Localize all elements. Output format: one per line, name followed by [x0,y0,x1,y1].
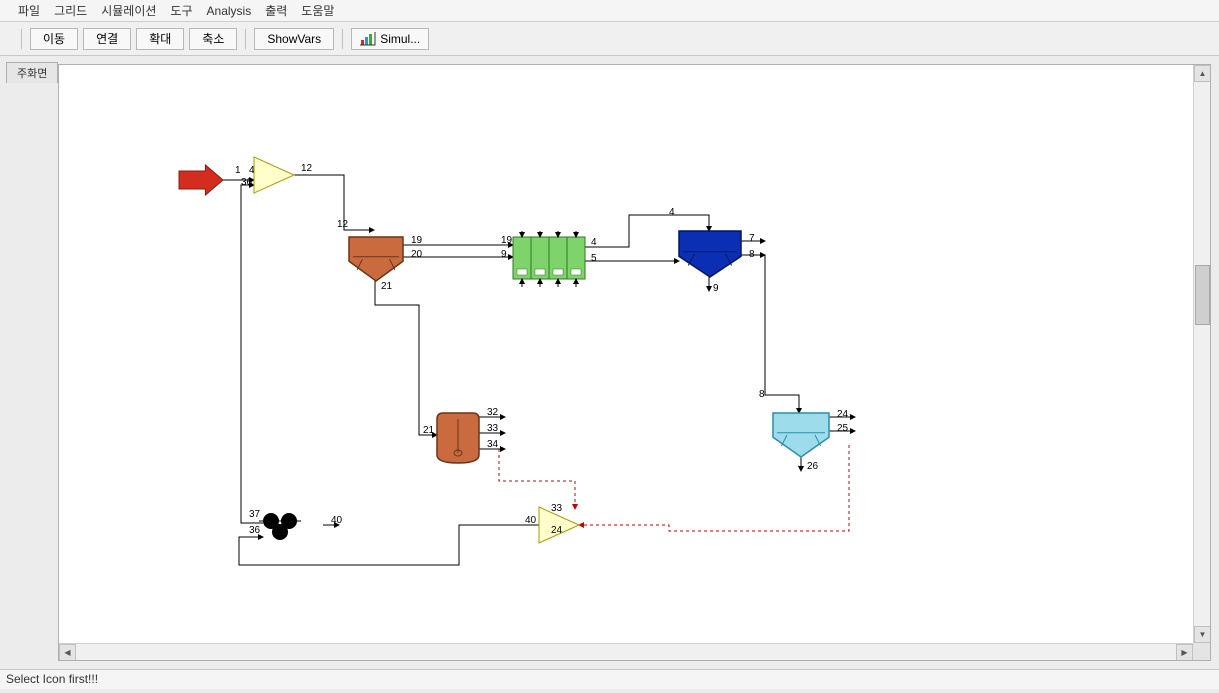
scroll-up-icon[interactable]: ▲ [1194,65,1211,82]
connect-button[interactable]: 연결 [83,28,131,50]
node-digester[interactable] [437,413,479,463]
menu-output[interactable]: 출력 [265,2,287,19]
svg-text:8: 8 [759,389,765,400]
show-vars-button[interactable]: ShowVars [254,28,334,50]
node-secondary[interactable] [773,413,829,457]
svg-text:5: 5 [591,253,597,264]
node-mixer1[interactable] [254,157,294,193]
scroll-right-icon[interactable]: ▶ [1176,644,1193,661]
toolbar-divider [245,29,246,49]
canvas-container[interactable]: 1436121219202119945478921323334824252633… [58,64,1211,661]
toolbar-divider [21,29,22,49]
svg-text:9: 9 [713,283,719,294]
status-message: Select Icon first!!! [6,672,98,686]
scroll-thumb[interactable] [1195,265,1210,325]
svg-text:9: 9 [501,249,507,260]
svg-text:40: 40 [525,515,537,526]
svg-text:21: 21 [381,281,393,292]
svg-text:36: 36 [241,177,253,188]
vertical-scrollbar[interactable]: ▲ ▼ [1193,65,1210,643]
toolbar-divider [342,29,343,49]
svg-text:1: 1 [235,165,241,176]
svg-text:12: 12 [301,163,313,174]
menu-grid[interactable]: 그리드 [54,2,87,19]
scroll-down-icon[interactable]: ▼ [1194,626,1211,643]
svg-text:24: 24 [837,409,849,420]
scroll-left-icon[interactable]: ◀ [59,644,76,661]
zoom-in-button[interactable]: 확대 [136,28,184,50]
svg-text:37: 37 [249,509,261,520]
node-aeration[interactable] [513,231,585,287]
move-button[interactable]: 이동 [30,28,78,50]
process-diagram[interactable]: 1436121219202119945478921323334824252633… [59,65,1189,645]
main-tab[interactable]: 주화면 [6,62,58,83]
simulate-label: Simul... [380,32,420,46]
menu-analysis[interactable]: Analysis [207,4,252,18]
menu-file[interactable]: 파일 [18,2,40,19]
menubar: 파일 그리드 시뮬레이션 도구 Analysis 출력 도움말 [0,0,1219,22]
svg-text:4: 4 [591,237,597,248]
svg-text:4: 4 [669,207,675,218]
zoom-out-button[interactable]: 축소 [189,28,237,50]
svg-text:20: 20 [411,249,423,260]
statusbar: Select Icon first!!! [0,669,1219,689]
svg-text:4: 4 [249,165,255,176]
menu-tools[interactable]: 도구 [170,2,192,19]
svg-text:8: 8 [749,249,755,260]
simulate-button[interactable]: Simul... [351,28,429,50]
svg-text:33: 33 [551,503,563,514]
svg-text:33: 33 [487,423,499,434]
svg-text:34: 34 [487,439,499,450]
svg-text:21: 21 [423,425,435,436]
node-input[interactable] [179,165,223,195]
scroll-corner [1193,643,1210,660]
toolbar: 이동 연결 확대 축소 ShowVars Simul... [0,22,1219,56]
menu-simulation[interactable]: 시뮬레이션 [101,2,156,19]
svg-text:19: 19 [411,235,423,246]
node-rollers[interactable] [259,513,301,540]
horizontal-scrollbar[interactable]: ◀ ▶ [59,643,1193,660]
svg-text:12: 12 [337,219,349,230]
svg-text:40: 40 [331,515,343,526]
node-clarifier[interactable] [679,231,741,277]
svg-text:7: 7 [749,233,755,244]
svg-text:25: 25 [837,423,849,434]
svg-text:24: 24 [551,525,563,536]
svg-text:36: 36 [249,525,261,536]
menu-help[interactable]: 도움말 [301,2,334,19]
workspace: 주화면 143612121920211994547892132333482425… [0,56,1219,669]
svg-text:19: 19 [501,235,513,246]
svg-text:26: 26 [807,461,819,472]
svg-text:32: 32 [487,407,499,418]
chart-icon [360,32,376,46]
node-sedim1[interactable] [349,237,403,281]
